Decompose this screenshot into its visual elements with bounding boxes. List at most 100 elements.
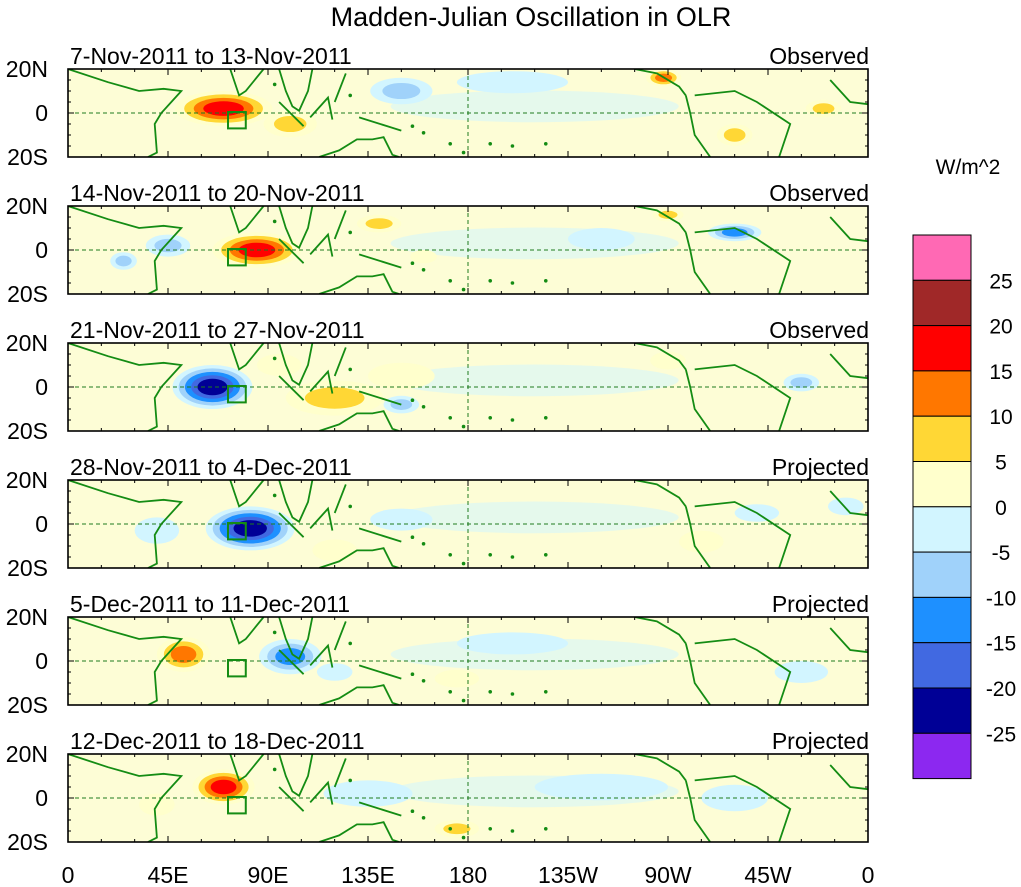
island — [510, 555, 515, 559]
coastline — [684, 506, 711, 568]
y-tick-label: 0 — [35, 785, 48, 811]
anomaly-contour — [774, 661, 828, 683]
island — [410, 672, 415, 676]
coastline — [333, 347, 347, 377]
coastline — [278, 101, 305, 127]
colorbar-label: 25 — [989, 270, 1012, 293]
island — [510, 692, 515, 696]
coastline — [318, 136, 400, 157]
coastlines — [68, 69, 868, 157]
island — [488, 279, 493, 283]
island — [272, 219, 277, 224]
map-panel: 20N 0 20S 5-Dec-2011 to 11-Dec-2011 Projecte… — [6, 591, 869, 718]
coastlines — [68, 480, 868, 568]
colorbar-swatch — [912, 732, 972, 780]
panel-ticks — [67, 205, 869, 295]
island — [543, 553, 548, 557]
reference-box — [227, 796, 247, 815]
anomaly-contour — [679, 530, 724, 553]
coastlines — [68, 617, 868, 705]
island — [543, 416, 548, 420]
colorbar-label: -15 — [986, 633, 1016, 656]
coastline — [278, 206, 314, 250]
reference-box — [227, 111, 247, 130]
island — [461, 561, 466, 566]
coastline — [278, 343, 314, 387]
x-tick-label: 45W — [744, 862, 792, 887]
panel-ticks — [67, 68, 869, 158]
island — [448, 416, 453, 420]
y-tick-label: 0 — [35, 100, 48, 126]
colorbar-label: 20 — [989, 316, 1012, 339]
panel-period: 21-Nov-2011 to 27-Nov-2011 — [70, 317, 365, 343]
island — [421, 405, 426, 409]
map-panels: 20N 0 20S 7-Nov-2011 to 13-Nov-2011 Observed… — [6, 43, 869, 855]
colorbar: W/m^2 25 20 15 10 5 0 -5 -10 -15 -20 -25 — [912, 156, 1016, 780]
panel-ticks — [67, 479, 869, 569]
coastline — [318, 547, 400, 568]
panel-period: 7-Nov-2011 to 13-Nov-2011 — [70, 43, 352, 69]
anomaly-contour — [382, 82, 421, 100]
coastline — [694, 638, 792, 705]
coastline — [634, 480, 687, 507]
coastline — [229, 480, 265, 508]
anomaly-contour — [410, 250, 437, 264]
island — [510, 144, 515, 148]
panel-period: 28-Nov-2011 to 4-Dec-2011 — [70, 454, 352, 480]
island — [421, 131, 426, 135]
anomaly-contour — [115, 255, 132, 267]
colorbar-swatch — [912, 461, 972, 508]
island — [410, 809, 415, 813]
island — [272, 493, 277, 498]
reference-box — [227, 385, 247, 404]
anomaly-contour — [197, 378, 228, 396]
coastline — [684, 95, 711, 157]
y-tick-label: 20S — [7, 829, 48, 855]
coastline — [333, 621, 347, 651]
coastline — [309, 232, 334, 257]
island — [421, 542, 426, 546]
anomaly-contour — [456, 71, 568, 94]
coastline — [309, 506, 334, 531]
coastline — [358, 801, 402, 817]
colorbar-swatch — [912, 687, 972, 734]
island — [348, 93, 353, 98]
anomaly-contour — [323, 780, 413, 807]
colorbar-swatch — [912, 279, 972, 327]
panel-period: 5-Dec-2011 to 11-Dec-2011 — [70, 591, 350, 617]
anomaly-contour — [723, 128, 746, 142]
coastline — [684, 369, 711, 431]
coastline — [684, 232, 711, 294]
x-tick-label: 0 — [862, 862, 875, 887]
coastline — [278, 238, 305, 264]
coastline — [278, 512, 305, 538]
coastlines — [68, 343, 868, 431]
island — [543, 827, 548, 831]
coastline — [829, 490, 868, 517]
coastline — [278, 69, 314, 113]
coastline — [634, 69, 687, 96]
coastline — [68, 480, 184, 568]
coastline — [278, 786, 305, 812]
island — [272, 630, 277, 635]
island — [488, 827, 493, 831]
island — [461, 424, 466, 429]
island — [510, 418, 515, 422]
coastline — [68, 343, 184, 431]
coastline — [318, 684, 400, 705]
coastline — [694, 90, 792, 157]
coastline — [694, 775, 792, 842]
coastline — [358, 390, 402, 406]
island — [272, 767, 277, 772]
island — [448, 553, 453, 557]
y-tick-label: 20N — [6, 741, 48, 767]
coastline — [278, 617, 314, 661]
coastline — [278, 480, 314, 524]
coastline — [278, 375, 305, 401]
y-tick-label: 0 — [35, 237, 48, 263]
island — [348, 367, 353, 372]
anomaly-contour — [828, 497, 864, 516]
figure-title: Madden-Julian Oscillation in OLR — [331, 2, 732, 32]
coastline — [333, 210, 347, 240]
background-band — [390, 90, 679, 123]
